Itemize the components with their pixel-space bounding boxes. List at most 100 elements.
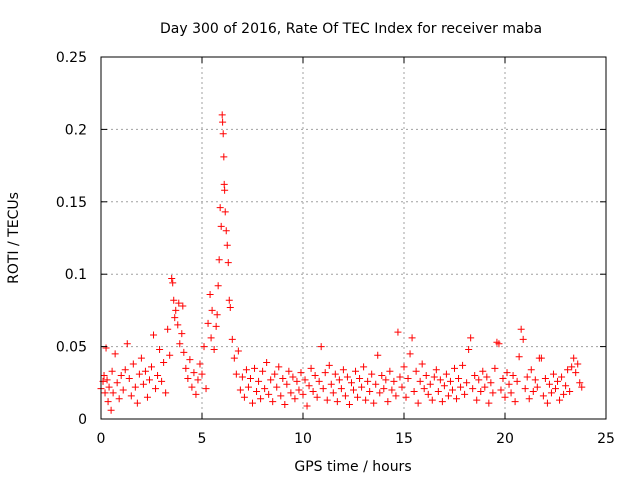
data-point (125, 374, 133, 382)
data-point (473, 396, 481, 404)
data-point (283, 380, 291, 388)
x-axis-label: GPS time / hours (294, 459, 411, 475)
data-point (166, 351, 174, 359)
data-point (362, 396, 370, 404)
data-point (543, 399, 551, 407)
data-point (341, 392, 349, 400)
data-point (505, 380, 513, 388)
data-point (101, 389, 109, 397)
data-point (503, 369, 511, 377)
data-point (127, 392, 135, 400)
data-point (428, 396, 436, 404)
data-point (380, 385, 388, 393)
data-point (560, 390, 568, 398)
data-point (416, 377, 424, 385)
data-point (448, 386, 456, 394)
x-tick-label: 10 (294, 431, 312, 447)
data-point (131, 383, 139, 391)
data-point (558, 373, 566, 381)
data-point (568, 363, 576, 371)
data-point (255, 377, 263, 385)
y-axis-label: ROTI / TECUs (6, 192, 22, 284)
data-point (517, 325, 525, 333)
data-point (309, 387, 317, 395)
data-point (469, 385, 477, 393)
data-point (402, 393, 410, 401)
data-point (564, 366, 572, 374)
data-point (368, 370, 376, 378)
data-point (220, 153, 228, 161)
data-point (440, 382, 448, 390)
data-point (412, 367, 420, 375)
data-point (345, 401, 353, 409)
data-point (446, 377, 454, 385)
chart-title: Day 300 of 2016, Rate Of TEC Index for r… (160, 21, 542, 37)
data-point (182, 364, 190, 372)
data-point (549, 370, 557, 378)
data-point (219, 130, 227, 138)
data-point (143, 393, 151, 401)
data-point (406, 350, 414, 358)
data-point (225, 296, 233, 304)
data-point (186, 356, 194, 364)
data-point (537, 354, 545, 362)
data-point (179, 302, 187, 310)
data-point (533, 383, 541, 391)
data-point (210, 345, 218, 353)
data-point (279, 374, 287, 382)
data-point (253, 387, 261, 395)
data-point (214, 282, 222, 290)
data-point (570, 354, 578, 362)
data-point (221, 186, 229, 194)
data-point (323, 396, 331, 404)
data-point (176, 340, 184, 348)
data-point (196, 360, 204, 368)
data-point (562, 382, 570, 390)
data-point (547, 389, 555, 397)
data-point (315, 377, 323, 385)
data-point (527, 366, 535, 374)
data-point (215, 256, 223, 264)
data-point (175, 299, 183, 307)
data-point (219, 118, 227, 126)
data-point (249, 399, 256, 407)
data-point (321, 369, 329, 377)
data-point (442, 370, 450, 378)
data-point (566, 387, 574, 395)
data-point (364, 377, 372, 385)
data-point (422, 372, 430, 380)
data-point (206, 290, 214, 298)
data-point (420, 385, 428, 393)
data-point (261, 385, 269, 393)
data-point (238, 373, 246, 381)
data-point (236, 386, 244, 394)
data-point (539, 392, 547, 400)
data-point (217, 222, 225, 230)
data-point (148, 363, 155, 371)
data-point (396, 373, 404, 381)
data-point (501, 393, 509, 401)
data-point (360, 363, 368, 371)
data-point (457, 383, 465, 391)
data-point (319, 385, 327, 393)
data-point (269, 398, 277, 406)
data-point (224, 259, 232, 267)
data-point (221, 208, 229, 216)
data-point (289, 373, 297, 381)
data-point (200, 343, 208, 351)
data-point (372, 380, 380, 388)
data-point (519, 335, 527, 343)
data-point (556, 396, 564, 404)
x-tick-label: 20 (496, 431, 514, 447)
data-point (554, 377, 562, 385)
data-point (158, 377, 166, 385)
data-point (293, 377, 301, 385)
data-point (335, 376, 343, 384)
data-point (271, 370, 279, 378)
data-point (307, 364, 315, 372)
data-points (97, 111, 586, 414)
data-point (354, 393, 362, 401)
data-point (178, 330, 186, 338)
data-point (489, 389, 497, 397)
data-point (115, 395, 123, 403)
